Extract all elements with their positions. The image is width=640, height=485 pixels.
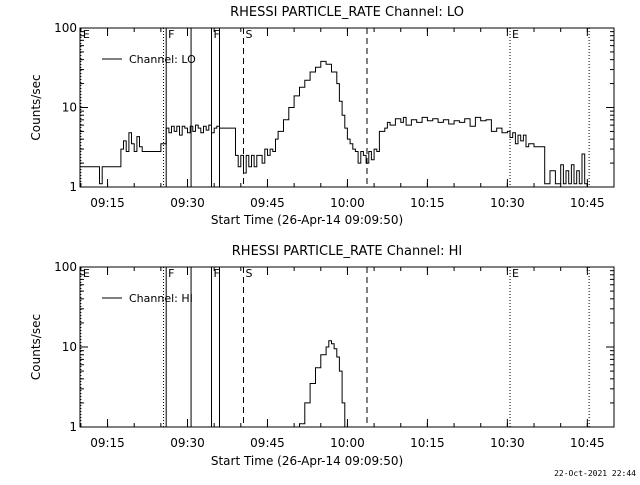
timestamp-label: 22-Oct-2021 22:44 bbox=[554, 469, 636, 478]
event-marker-label: E bbox=[512, 28, 519, 41]
y-tick-label: 100 bbox=[54, 260, 77, 274]
event-marker-label: F bbox=[214, 267, 220, 280]
y-tick-label: 100 bbox=[54, 21, 77, 35]
event-marker-label: F bbox=[168, 267, 174, 280]
chart-title: RHESSI PARTICLE_RATE Channel: HI bbox=[232, 244, 462, 259]
event-marker-label: S bbox=[245, 28, 252, 41]
series-line bbox=[299, 340, 346, 427]
x-tick-label: 10:00 bbox=[330, 436, 365, 450]
y-axis-label: Counts/sec bbox=[29, 74, 43, 140]
event-marker-label: E bbox=[83, 28, 90, 41]
chart-title: RHESSI PARTICLE_RATE Channel: LO bbox=[230, 5, 464, 20]
series-line bbox=[80, 60, 588, 187]
event-marker-label: S bbox=[245, 267, 252, 280]
x-tick-label: 10:00 bbox=[330, 196, 365, 210]
event-marker-label: E bbox=[83, 267, 90, 280]
x-tick-label: 10:45 bbox=[570, 436, 605, 450]
x-axis-label: Start Time (26-Apr-14 09:09:50) bbox=[211, 454, 403, 468]
event-marker-label: E bbox=[512, 267, 519, 280]
x-tick-label: 09:30 bbox=[170, 196, 205, 210]
x-axis-label: Start Time (26-Apr-14 09:09:50) bbox=[211, 213, 403, 227]
y-tick-label: 10 bbox=[62, 340, 77, 354]
legend-label: Channel: HI bbox=[129, 292, 193, 305]
y-axis-label: Counts/sec bbox=[29, 314, 43, 380]
y-tick-label: 1 bbox=[69, 180, 77, 194]
event-marker-label: F bbox=[168, 28, 174, 41]
x-tick-label: 10:30 bbox=[490, 436, 525, 450]
plot-frame bbox=[79, 266, 615, 428]
x-tick-label: 09:15 bbox=[90, 436, 125, 450]
x-tick-label: 09:30 bbox=[170, 436, 205, 450]
y-tick-label: 1 bbox=[69, 420, 77, 434]
x-tick-label: 09:45 bbox=[250, 436, 285, 450]
x-tick-label: 09:45 bbox=[250, 196, 285, 210]
x-tick-label: 09:15 bbox=[90, 196, 125, 210]
x-tick-label: 10:30 bbox=[490, 196, 525, 210]
event-marker-label: F bbox=[214, 28, 220, 41]
y-tick-label: 10 bbox=[62, 101, 77, 115]
x-tick-label: 10:15 bbox=[410, 436, 445, 450]
legend-label: Channel: LO bbox=[129, 53, 196, 66]
x-tick-label: 10:15 bbox=[410, 196, 445, 210]
plot-frame bbox=[79, 27, 615, 188]
x-tick-label: 10:45 bbox=[570, 196, 605, 210]
